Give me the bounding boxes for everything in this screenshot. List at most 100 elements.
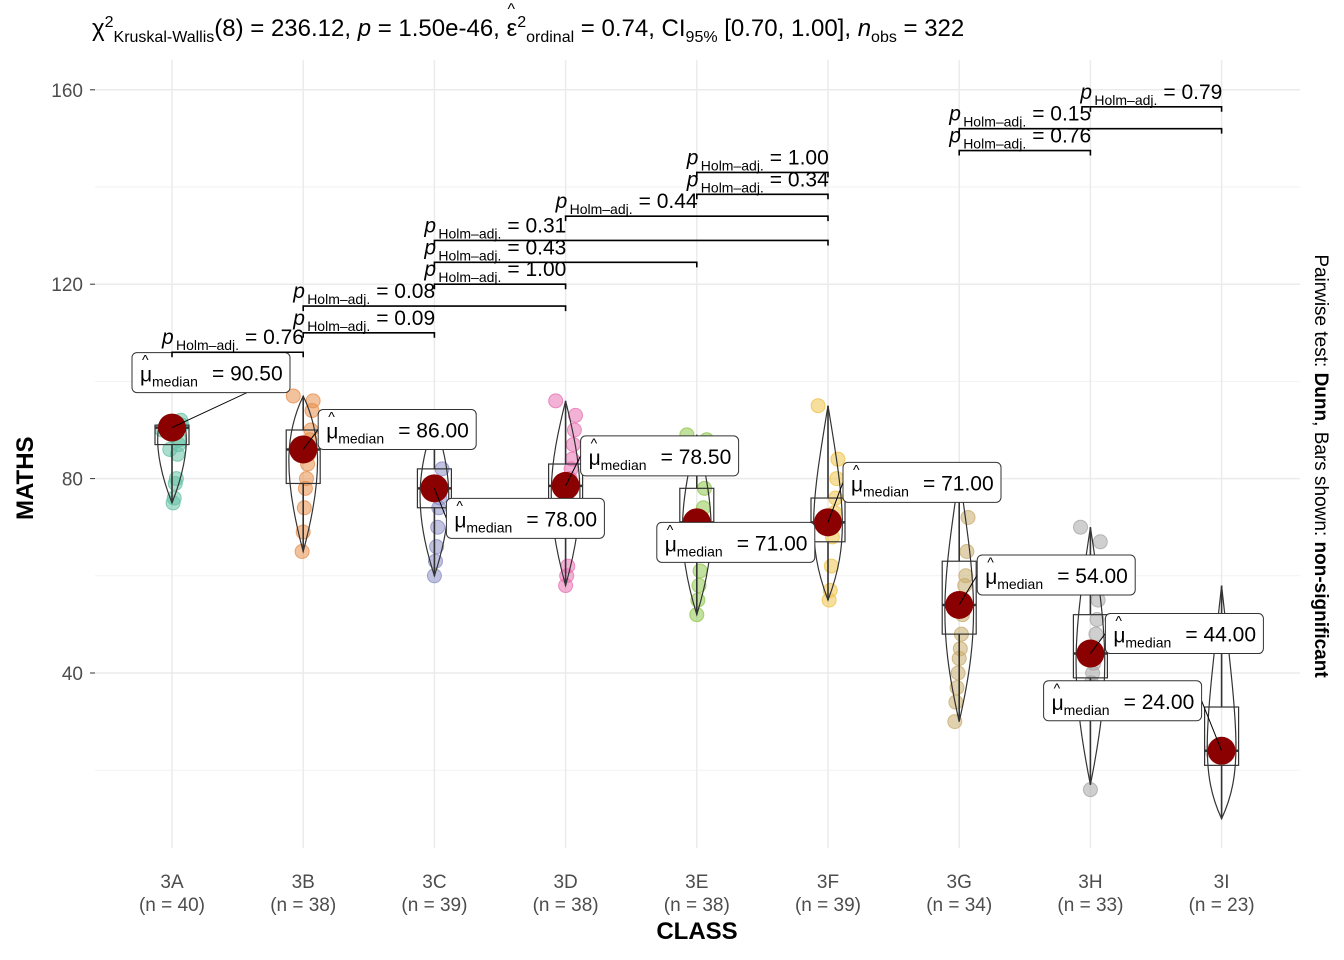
- pairwise-bracket: p Holm–adj. = 0.76: [161, 326, 304, 358]
- bracket-p-symbol: p: [686, 146, 699, 169]
- pairwise-bracket: p Holm–adj. = 0.08: [292, 280, 567, 312]
- bracket-line: [302, 305, 567, 312]
- median-label-pointer: [827, 482, 844, 523]
- bracket-p-value: = 0.43: [507, 236, 566, 259]
- x-n-label: (n = 38): [533, 895, 599, 916]
- data-point: [821, 592, 837, 608]
- median-label-sub: median: [677, 543, 723, 559]
- median-label: μ^median = 90.50: [131, 352, 291, 429]
- median-label-pointer: [433, 488, 447, 519]
- median-label-value: = 78.50: [661, 446, 732, 469]
- data-point: [950, 665, 966, 681]
- median-label-box: [842, 461, 1002, 503]
- bracket-line: [433, 283, 567, 290]
- data-point: [1089, 612, 1105, 628]
- data-point: [960, 509, 976, 525]
- data-point: [1092, 534, 1108, 550]
- median-label-sub: median: [1064, 702, 1110, 718]
- data-point: [829, 471, 845, 487]
- median-label-symbol: μ: [1052, 692, 1064, 715]
- bracket-p-value: = 0.31: [507, 214, 566, 237]
- median-label-symbol: μ: [851, 473, 863, 496]
- median-label-hat: ^: [853, 461, 860, 477]
- y-tick-label: 160: [51, 81, 83, 102]
- data-point: [959, 544, 975, 559]
- bracket-p-sub: Holm–adj.: [701, 157, 764, 173]
- median-label-hat: ^: [456, 497, 463, 513]
- pairwise-bracket: p Holm–adj. = 1.00: [686, 146, 829, 178]
- bracket-p-symbol: p: [423, 236, 436, 259]
- box-iqr: [810, 497, 846, 543]
- bracket-p-sub: Holm–adj.: [963, 136, 1026, 152]
- bracket-p-value: = 0.44: [639, 190, 698, 213]
- data-point: [691, 578, 707, 594]
- bracket-p-value: = 0.76: [245, 326, 304, 349]
- x-tick-label: 3E: [685, 872, 708, 893]
- bracket-p-sub: Holm–adj.: [438, 225, 501, 241]
- bracket-p-value: = 1.00: [507, 258, 566, 281]
- y-axis-title: MATHS: [12, 436, 39, 520]
- pairwise-bracket: p Holm–adj. = 0.15: [948, 103, 1223, 134]
- bracket-p-sub: Holm–adj.: [307, 318, 370, 334]
- median-label: μ^median = 86.00: [302, 408, 477, 450]
- data-point: [162, 441, 178, 457]
- x-n-label: (n = 34): [926, 895, 992, 916]
- median-label-box: [580, 435, 740, 477]
- data-point: [566, 422, 582, 438]
- median-label: μ^median = 44.00: [1090, 613, 1264, 655]
- bracket-p-symbol: p: [423, 258, 436, 281]
- x-n-label: (n = 38): [270, 895, 336, 916]
- chart-caption: Pairwise test: Dunn, Bars shown: non-sig…: [1310, 254, 1331, 678]
- bracket-p-symbol: p: [686, 168, 699, 191]
- bracket-line: [958, 127, 1223, 134]
- data-point: [294, 544, 310, 559]
- box-iqr: [285, 429, 321, 485]
- median-label-pointer: [1201, 700, 1223, 751]
- median-label: μ^median = 71.00: [827, 461, 1002, 523]
- bracket-p-symbol: p: [161, 326, 174, 349]
- bracket-p-value: = 0.34: [770, 168, 829, 191]
- bracket-p-symbol: p: [948, 125, 961, 148]
- median-label: μ^median = 78.50: [565, 435, 740, 487]
- median-label-symbol: μ: [326, 420, 338, 443]
- median-label-sub: median: [997, 576, 1043, 592]
- bracket-p-symbol: p: [292, 307, 305, 330]
- data-point: [548, 393, 564, 409]
- median-label: μ^median = 24.00: [1043, 680, 1223, 751]
- median-label-pointer: [958, 574, 978, 606]
- bracket-p-value: = 0.08: [376, 280, 435, 303]
- x-n-label: (n = 40): [139, 895, 205, 916]
- x-tick-label: 3H: [1078, 872, 1102, 893]
- bracket-p-symbol: p: [948, 103, 961, 126]
- x-n-label: (n = 38): [664, 895, 730, 916]
- bracket-line: [302, 332, 436, 338]
- data-point: [823, 558, 839, 574]
- bracket-p-value: = 0.15: [1032, 103, 1091, 126]
- bracket-line: [958, 149, 1092, 156]
- x-tick-label: 3F: [817, 872, 839, 893]
- median-label-value: = 90.50: [212, 363, 283, 386]
- data-point: [165, 495, 181, 511]
- bracket-line: [433, 261, 698, 268]
- data-point: [957, 578, 973, 594]
- data-point: [430, 519, 446, 535]
- bracket-p-value: = 0.09: [376, 307, 435, 330]
- box-iqr: [1203, 706, 1240, 766]
- median-label-symbol: μ: [140, 364, 152, 387]
- data-point: [428, 553, 443, 569]
- median-label-box: [317, 408, 477, 450]
- median-label-value: = 71.00: [923, 472, 994, 495]
- median-label: μ^median = 78.00: [433, 488, 605, 539]
- bracket-line: [696, 193, 829, 200]
- median-label-value: = 24.00: [1124, 691, 1195, 714]
- median-label-symbol: μ: [454, 509, 466, 532]
- median-label-box: [445, 497, 605, 539]
- pairwise-bracket: p Holm–adj. = 0.31: [423, 214, 829, 246]
- median-label-hat: ^: [1115, 613, 1122, 629]
- x-n-label: (n = 39): [795, 895, 861, 916]
- data-point: [285, 388, 301, 404]
- bracket-p-sub: Holm–adj.: [438, 269, 501, 285]
- x-tick-label: 3B: [292, 872, 315, 893]
- median-label-sub: median: [466, 519, 512, 535]
